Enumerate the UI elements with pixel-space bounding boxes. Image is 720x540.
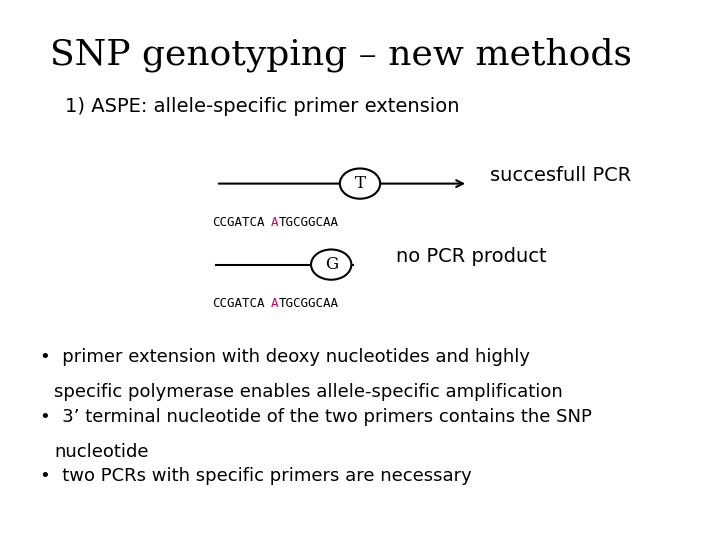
Text: A: A (271, 216, 278, 229)
Text: T: T (354, 175, 366, 192)
Text: 1) ASPE: allele-specific primer extension: 1) ASPE: allele-specific primer extensio… (65, 97, 459, 116)
Text: CCGATCA: CCGATCA (212, 297, 265, 310)
Text: specific polymerase enables allele-specific amplification: specific polymerase enables allele-speci… (54, 383, 563, 401)
Text: TGCGGCAA: TGCGGCAA (279, 297, 338, 310)
Text: TGCGGCAA: TGCGGCAA (279, 216, 338, 229)
Circle shape (311, 249, 351, 280)
Text: succesfull PCR: succesfull PCR (490, 166, 631, 185)
Circle shape (340, 168, 380, 199)
Text: •  primer extension with deoxy nucleotides and highly: • primer extension with deoxy nucleotide… (40, 348, 530, 366)
Text: no PCR product: no PCR product (396, 247, 546, 266)
Text: nucleotide: nucleotide (54, 443, 148, 461)
Text: G: G (325, 256, 338, 273)
Text: A: A (271, 297, 278, 310)
Text: CCGATCA: CCGATCA (212, 216, 265, 229)
Text: •  two PCRs with specific primers are necessary: • two PCRs with specific primers are nec… (40, 467, 472, 485)
Text: •  3’ terminal nucleotide of the two primers contains the SNP: • 3’ terminal nucleotide of the two prim… (40, 408, 591, 426)
Text: SNP genotyping – new methods: SNP genotyping – new methods (50, 38, 632, 72)
